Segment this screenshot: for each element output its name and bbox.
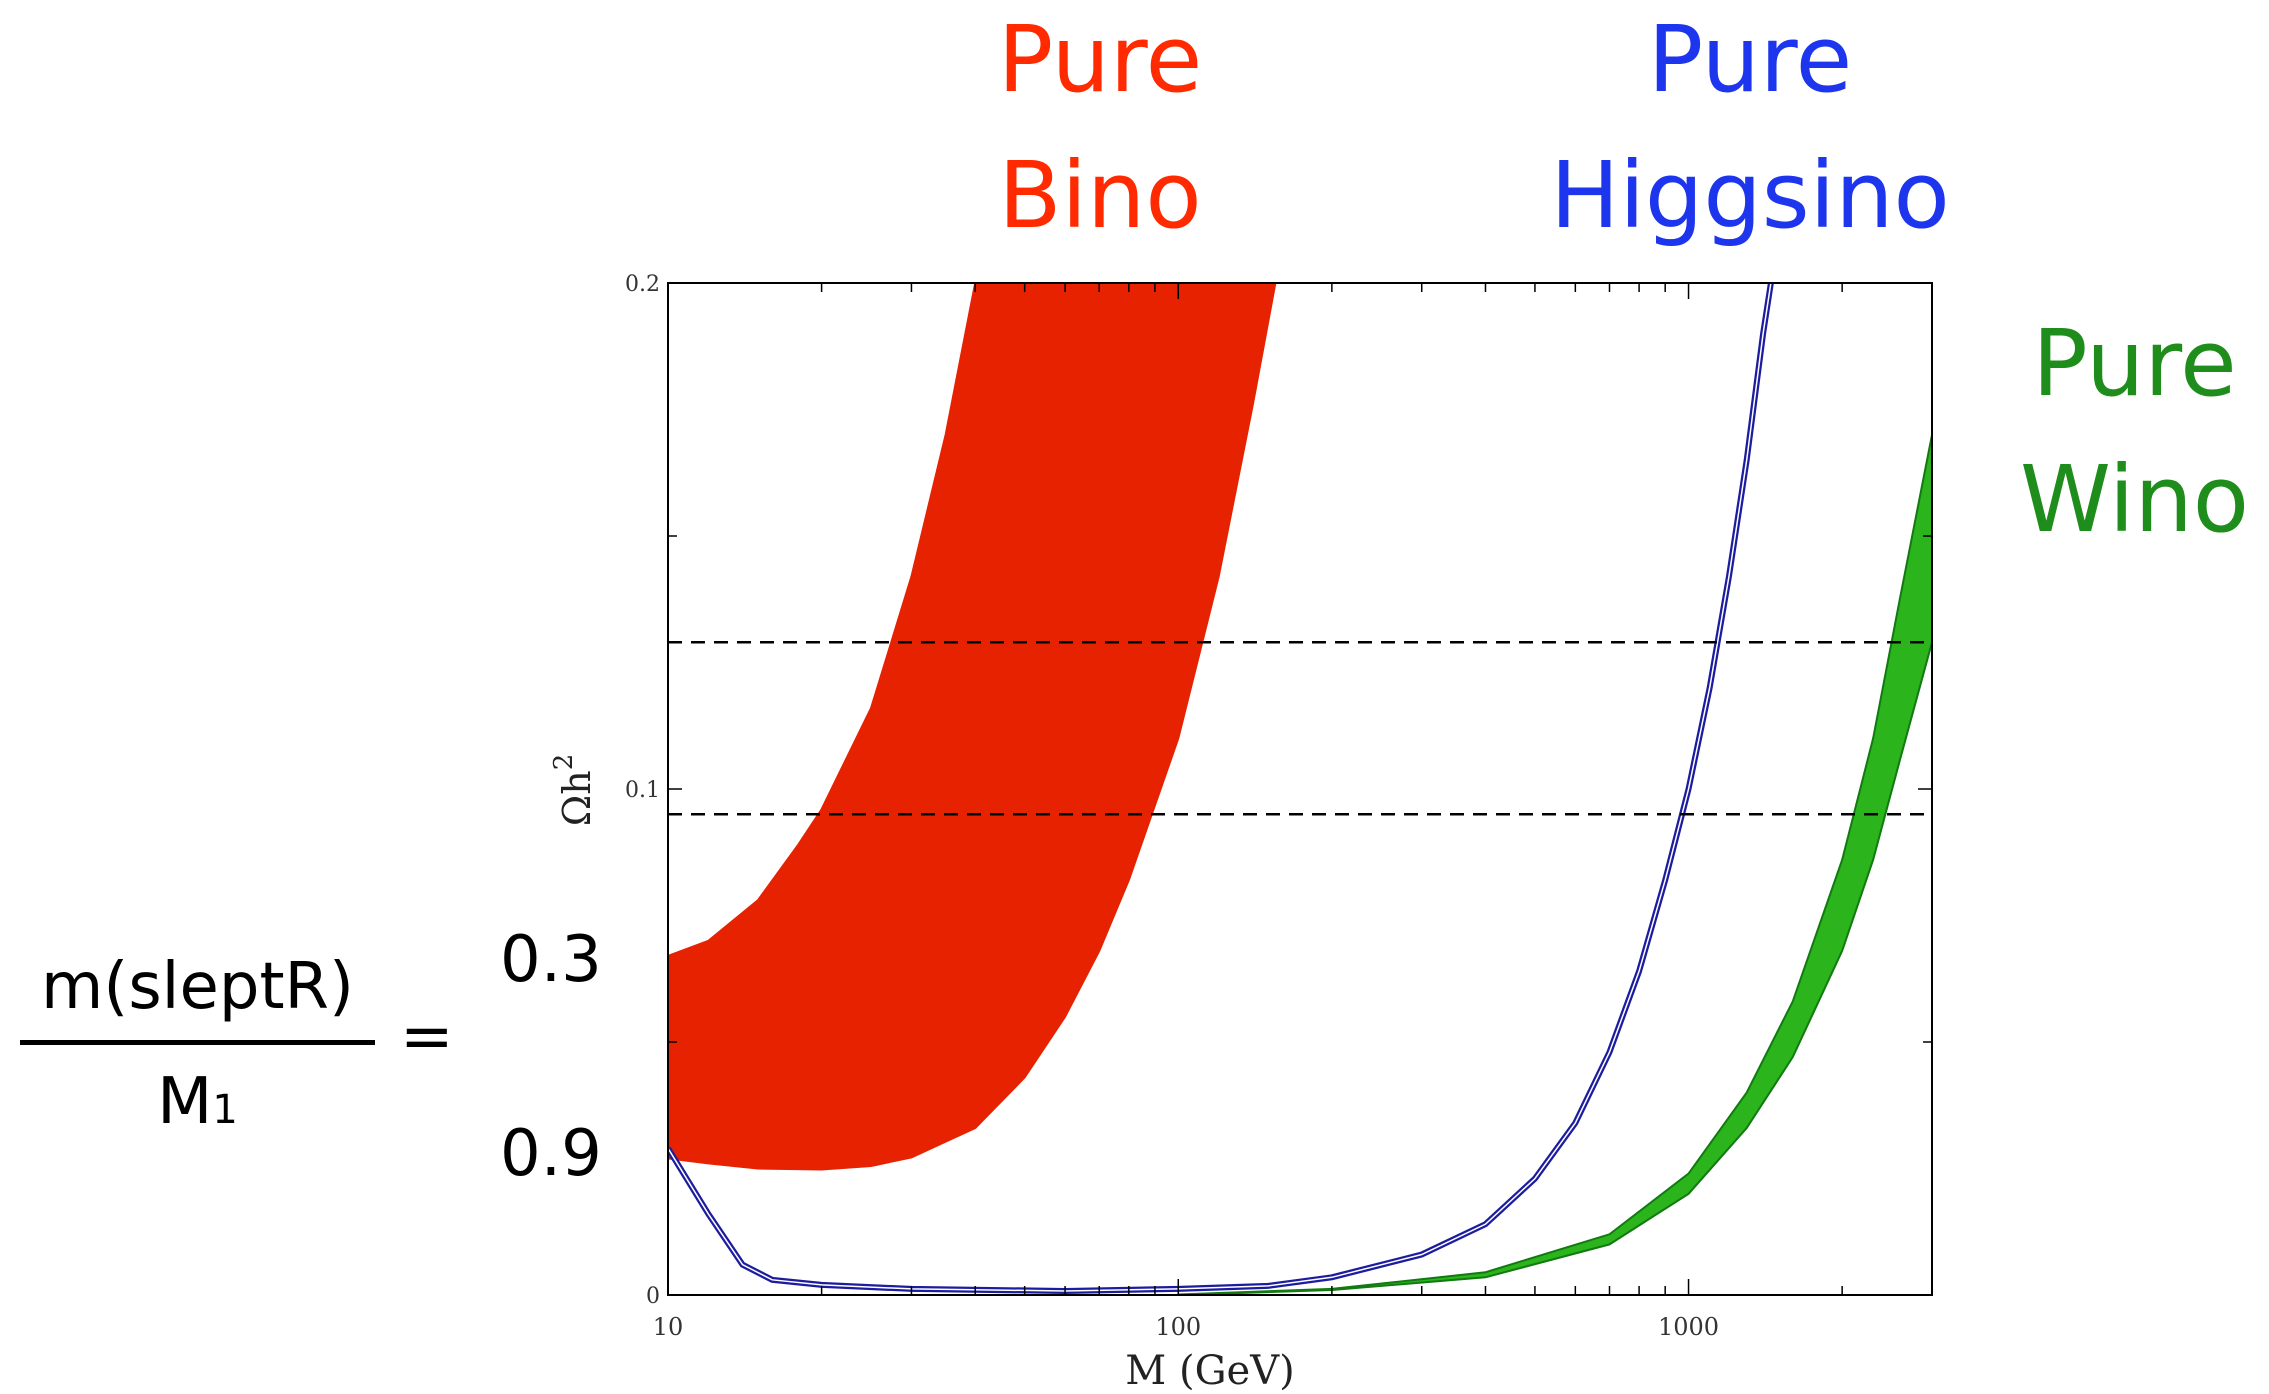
y-tick-label-1: 0.1	[625, 778, 660, 803]
x-axis-label: M (GeV)	[1125, 1348, 1294, 1394]
label-pure-wino: Pure Wino	[2000, 318, 2269, 546]
label-pure-higgsino-line1: Pure	[1647, 6, 1853, 113]
x-tick-label-0: 10	[653, 1313, 684, 1341]
formula-fraction-bar	[20, 1040, 375, 1045]
svg-text:Ωh2: Ωh2	[549, 754, 599, 827]
formula-denominator-main: M	[157, 1065, 213, 1139]
formula-equals: =	[400, 1000, 454, 1074]
label-pure-bino: Pure Bino	[955, 14, 1245, 242]
label-pure-bino-line1: Pure	[997, 6, 1203, 113]
y-tick-label-2: 0.2	[625, 272, 660, 297]
label-pure-higgsino: Pure Higgsino	[1530, 14, 1970, 242]
label-pure-wino-line1: Pure	[2032, 310, 2237, 417]
y-axis-label-main: Ωh	[555, 770, 599, 826]
formula-denominator-sub: 1	[212, 1087, 238, 1133]
x-tick-label-1: 100	[1155, 1313, 1201, 1341]
y-tick-label-0: 0	[646, 1284, 660, 1309]
label-pure-wino-line2: Wino	[2019, 446, 2250, 553]
ratio-value-top: 0.3	[500, 923, 602, 997]
y-axis-label: Ωh2	[549, 754, 599, 827]
formula-numerator: m(sleptR)	[41, 950, 354, 1024]
label-pure-bino-line2: Bino	[998, 142, 1202, 249]
curve-higgsino-core	[668, 283, 1772, 1292]
band-wino	[1177, 283, 1932, 1295]
y-axis-label-sup: 2	[549, 754, 579, 771]
x-tick-label-2: 1000	[1658, 1313, 1719, 1341]
formula-denominator: M1	[20, 1070, 375, 1134]
label-pure-higgsino-line2: Higgsino	[1550, 142, 1950, 249]
band-bino	[668, 283, 1277, 1171]
ratio-value-bottom: 0.9	[500, 1117, 602, 1191]
